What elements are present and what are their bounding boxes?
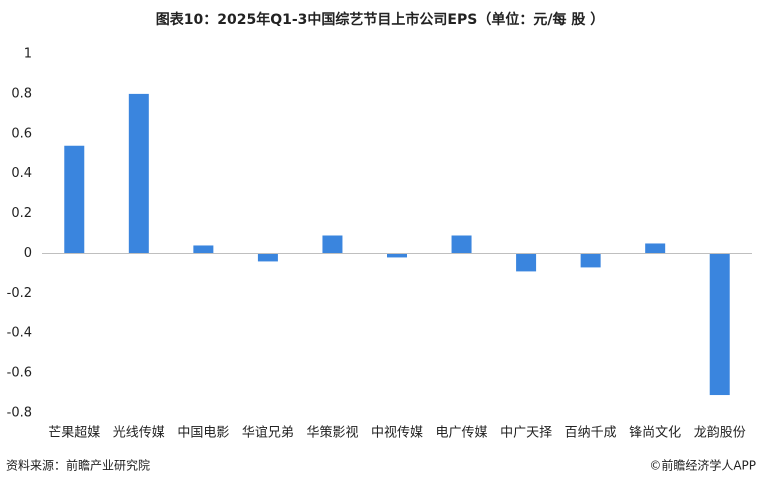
- bar: [193, 245, 214, 254]
- chart-title: 图表10：2025年Q1-3中国综艺节目上市公司EPS（单位：元/每 股 ）: [156, 11, 604, 28]
- y-tick-label: 1: [24, 47, 32, 62]
- y-tick-label: -0.4: [7, 326, 32, 341]
- x-tick-label: 中国电影: [177, 426, 229, 441]
- y-tick-label: 0: [24, 246, 32, 261]
- x-tick-label: 龙韵股份: [694, 426, 746, 441]
- y-tick-label: -0.8: [7, 406, 32, 421]
- bar: [128, 93, 149, 254]
- source: 资料来源：前瞻产业研究院: [6, 458, 150, 473]
- bar: [580, 253, 601, 268]
- y-tick-label: 0.6: [11, 126, 32, 141]
- x-tick-label: 光线传媒: [113, 426, 165, 441]
- x-tick-label: 电广传媒: [436, 426, 488, 441]
- bar: [645, 243, 666, 254]
- bar: [64, 145, 85, 254]
- x-tick-label: 芒果超媒: [48, 425, 100, 441]
- x-tick-label: 百纳千成: [565, 426, 617, 441]
- x-tick-label: 华策影视: [306, 425, 358, 441]
- y-tick-label: 0.2: [11, 206, 32, 221]
- bar: [451, 235, 472, 254]
- bar: [257, 253, 278, 262]
- bar: [322, 235, 343, 254]
- bar: [387, 253, 407, 258]
- y-tick-label: 0.4: [11, 166, 32, 181]
- y-tick-label: -0.6: [7, 366, 32, 381]
- y-tick-label: 0.8: [11, 86, 32, 101]
- x-tick-label: 华谊兄弟: [242, 426, 294, 441]
- bar: [709, 253, 730, 396]
- x-tick-label: 中广天择: [500, 426, 552, 441]
- bar: [516, 253, 537, 272]
- x-tick-label: 锋尚文化: [629, 426, 681, 441]
- x-tick-label: 中视传媒: [371, 426, 423, 441]
- y-tick-label: -0.2: [7, 286, 32, 301]
- credit: ©前瞻经济学人APP: [649, 458, 756, 473]
